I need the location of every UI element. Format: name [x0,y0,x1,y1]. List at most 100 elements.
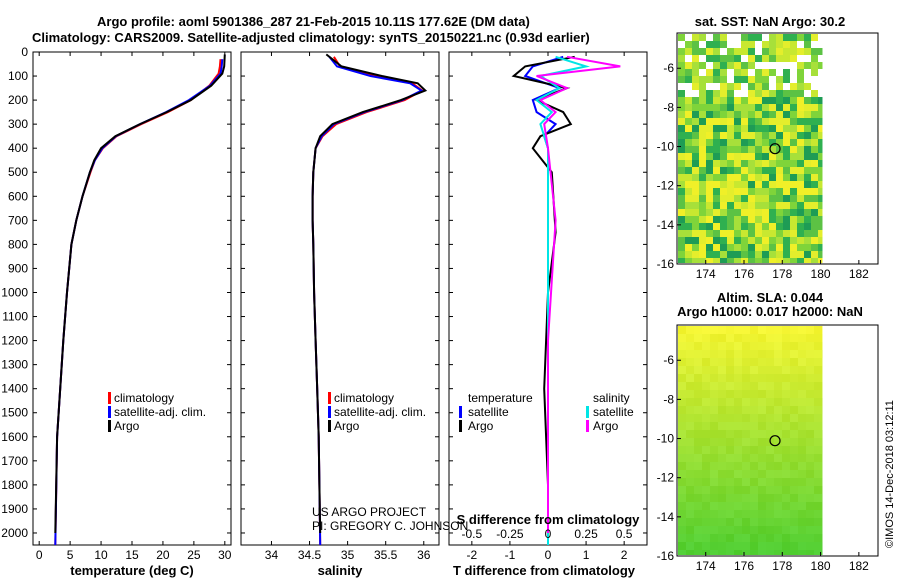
map-cell [783,181,790,188]
map-cell [748,223,755,230]
map-cell [814,406,822,414]
map-cell [804,195,811,202]
legend-swatch-argo [108,420,111,432]
map-cell [686,326,694,334]
map-cell [742,382,750,390]
legend-label: satellite [468,405,509,419]
map-cell [686,414,694,422]
map-cell [678,118,685,125]
map-cell [774,326,782,334]
map-border [676,324,879,557]
map-cell [790,542,798,550]
map-cell [727,62,734,69]
map-cell [706,90,713,97]
map-cell [811,258,818,263]
map-cell [720,251,727,258]
map-cell [758,366,766,374]
map-cell [798,542,806,550]
map-cell [718,334,726,342]
map-cell [742,470,750,478]
map-cell [818,104,823,111]
difference-plot: -2 -1 0 1 2 -0.5 -0.25 0 0.25 0.5 [462,52,633,562]
map-cell [678,251,685,258]
depth-tick-label: 100 [8,69,28,83]
map-cell [702,446,710,454]
map-cell [776,167,783,174]
map-cell [720,223,727,230]
map-cell [694,406,702,414]
map-cell [750,430,758,438]
map-cell [762,181,769,188]
map-cell [814,374,822,382]
map-cell [798,478,806,486]
map-cell [686,534,694,542]
map-cell [750,374,758,382]
map-cell [713,41,720,48]
depth-tick-label: 0 [21,45,28,59]
map-cell [727,125,734,132]
map-cell [758,542,766,550]
map-cell [727,146,734,153]
map-cell [776,174,783,181]
map-cell [811,118,818,125]
map-cell [750,550,758,555]
depth-tick-label: 1600 [1,430,28,444]
map-cell [814,358,822,366]
map-cell [686,438,694,446]
map-cell [797,237,804,244]
map-cell [755,209,762,216]
map-cell [710,550,718,555]
map-cell [804,181,811,188]
map-cell [806,478,814,486]
map-cell [798,358,806,366]
map-cell [734,83,741,90]
map-cell [726,382,734,390]
map-cell [694,510,702,518]
sla-map-title: Altim. SLA: 0.044 [717,290,824,305]
x2-tick-label: 0 [545,527,552,541]
map-cell [713,230,720,237]
map-cell [758,342,766,350]
map-cell [720,195,727,202]
map-cell [776,90,783,97]
map-cell [678,153,685,160]
map-cell [769,104,776,111]
map-cell [699,104,706,111]
map-cell [804,258,811,263]
map-cell [686,350,694,358]
map-cell [726,438,734,446]
map-cell [699,202,706,209]
map-cell [811,132,818,139]
map-cell [713,237,720,244]
map-cell [762,97,769,104]
map-cell [774,502,782,510]
map-cell [686,366,694,374]
map-cell [750,406,758,414]
map-cell [818,195,823,202]
map-cell [706,139,713,146]
series-satellite-adj-clim- [311,56,424,546]
map-cell [720,132,727,139]
map-cell [766,358,774,366]
map-cell [758,550,766,555]
map-cell [742,390,750,398]
map-cell [686,334,694,342]
map-cell [798,390,806,398]
map-cell [702,454,710,462]
map-cell [755,111,762,118]
map-cell [720,41,727,48]
map-cell [726,326,734,334]
sla-map-subtitle: Argo h1000: 0.017 h2000: NaN [677,304,863,319]
map-cell [699,125,706,132]
map-cell [748,48,755,55]
map-cell [699,83,706,90]
map-cell [718,486,726,494]
legend-swatch-s-satellite [586,406,589,418]
map-cell [734,518,742,526]
map-cell [797,160,804,167]
map-cell [685,132,692,139]
map-cell [804,188,811,195]
map-cell [769,188,776,195]
map-cell [790,470,798,478]
map-cell [806,550,814,555]
